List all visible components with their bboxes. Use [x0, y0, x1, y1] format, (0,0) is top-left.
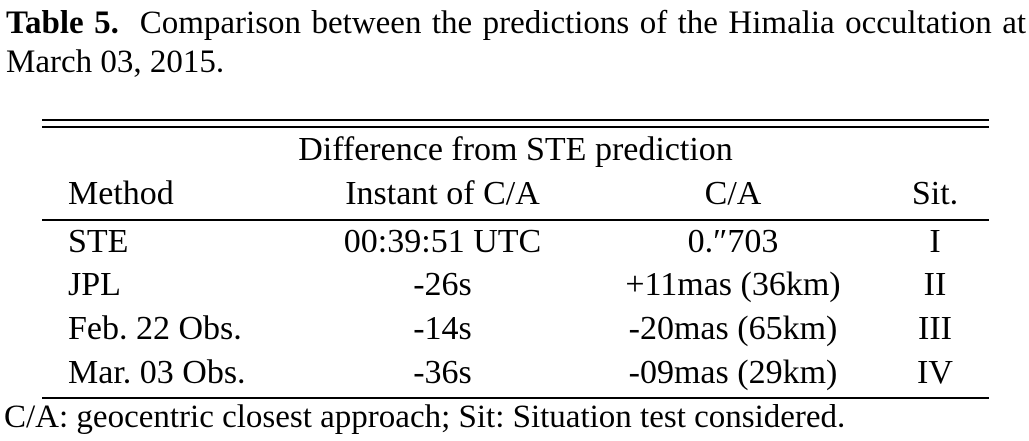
table-cell-instant: -14s — [413, 310, 472, 347]
table-cell-ca: -09mas (29km) — [628, 354, 838, 391]
table-top-rule-1 — [42, 119, 989, 121]
table-cell-ca: 0.″703 — [687, 223, 779, 260]
table-caption: Table 5. Comparison between the predicti… — [6, 4, 1026, 82]
table-cell-ca: -20mas (65km) — [628, 310, 838, 347]
column-header-method: Method — [68, 175, 174, 212]
spanning-header: Difference from STE prediction — [298, 131, 733, 168]
table-caption-text: Comparison between the predictions of th… — [6, 5, 1027, 80]
table-cell-sit: I — [929, 223, 941, 260]
table-cell-sit: II — [923, 266, 947, 303]
table-caption-label: Table 5. — [6, 5, 119, 41]
table-top-rule-2 — [42, 126, 989, 128]
table-cell-instant: -26s — [413, 266, 472, 303]
table-cell-method: JPL — [68, 266, 121, 303]
table-cell-sit: III — [918, 310, 952, 347]
column-header-sit: Sit. — [911, 175, 959, 212]
table-footnote: C/A: geocentric closest approach; Sit: S… — [4, 399, 846, 435]
table-header-rule — [42, 219, 989, 221]
table-cell-sit: IV — [917, 354, 953, 391]
table-cell-method: STE — [68, 223, 129, 260]
table-cell-method: Feb. 22 Obs. — [68, 310, 242, 347]
column-header-ca: C/A — [704, 175, 762, 212]
table-cell-instant: -36s — [413, 354, 472, 391]
table-cell-ca: +11mas (36km) — [625, 266, 841, 303]
table-cell-method: Mar. 03 Obs. — [68, 354, 246, 391]
table-cell-instant: 00:39:51 UTC — [343, 223, 542, 260]
table-bottom-rule — [42, 397, 989, 399]
column-header-instant: Instant of C/A — [345, 175, 540, 212]
